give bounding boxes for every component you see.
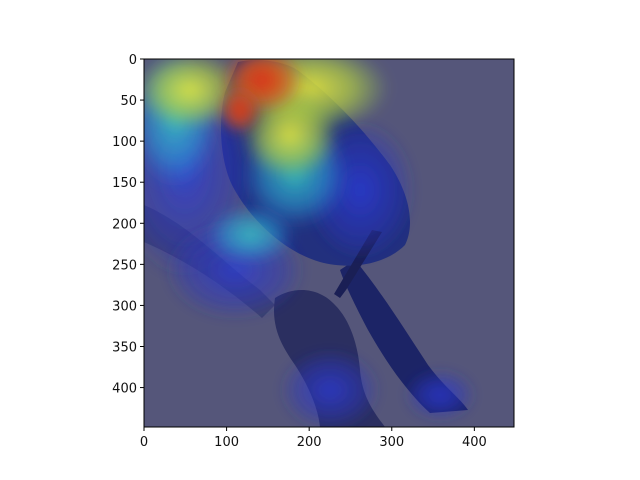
heat-blue-stump [280,350,380,427]
y-tick-label: 50 [120,94,137,109]
heatmap-image [144,59,514,427]
x-axis: 0 100 200 300 400 [140,427,487,450]
x-tick-label: 0 [140,435,148,450]
bird-tail [340,260,468,413]
y-tick-label: 100 [112,135,137,150]
x-tick-label: 100 [214,435,239,450]
axes-frame [143,58,515,428]
heat-red-cheek [218,85,262,135]
heat-blue-tail [405,370,475,420]
heat-cyan-low [205,205,295,265]
y-tick-label: 200 [112,217,137,232]
y-tick-label: 0 [129,53,137,68]
y-tick-label: 150 [112,176,137,191]
y-axis: 0 50 100 150 200 250 300 350 400 [112,53,144,397]
y-tick-label: 350 [112,341,137,356]
y-tick-label: 250 [112,258,137,273]
y-tick-label: 300 [112,299,137,314]
x-tick-label: 300 [379,435,404,450]
y-tick-label: 400 [112,382,137,397]
x-tick-label: 400 [462,435,487,450]
x-tick-label: 200 [297,435,322,450]
